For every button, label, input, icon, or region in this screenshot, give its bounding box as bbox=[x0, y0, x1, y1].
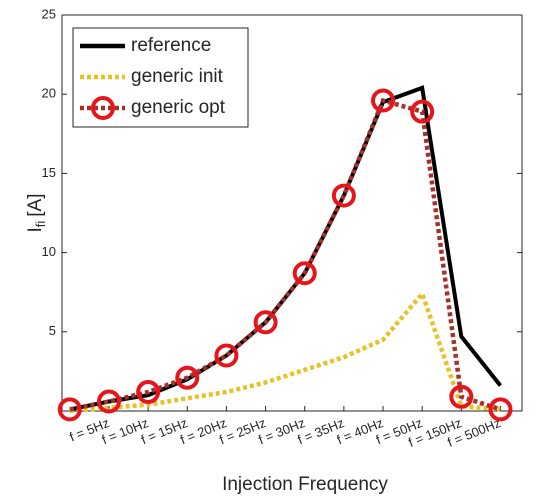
marker bbox=[371, 88, 396, 113]
marker bbox=[488, 397, 513, 422]
y-axis-label: Ifi [A] bbox=[25, 193, 48, 232]
marker bbox=[96, 389, 121, 414]
y-tick-label: 15 bbox=[42, 165, 56, 180]
marker bbox=[214, 343, 239, 368]
y-tick-label: 20 bbox=[42, 86, 56, 101]
legend-label: reference bbox=[131, 35, 211, 56]
marker bbox=[410, 99, 435, 124]
marker bbox=[331, 183, 356, 208]
marker bbox=[175, 365, 200, 390]
legend-label: generic opt bbox=[131, 97, 226, 118]
marker bbox=[292, 261, 317, 286]
y-label-main: I bbox=[25, 227, 46, 232]
y-tick-label: 25 bbox=[42, 6, 56, 21]
y-label-unit: [A] bbox=[25, 193, 46, 216]
series-line bbox=[69, 97, 502, 412]
legend-label: generic init bbox=[131, 66, 224, 87]
marker bbox=[449, 384, 474, 409]
series-line bbox=[69, 85, 503, 412]
y-label-sub: fi bbox=[33, 221, 48, 228]
marker bbox=[57, 397, 82, 422]
x-axis-label: Injection Frequency bbox=[222, 474, 388, 495]
legend-marker bbox=[91, 96, 115, 120]
marker bbox=[253, 310, 278, 335]
legend: reference generic init generic opt bbox=[72, 27, 249, 128]
series-line bbox=[69, 289, 501, 414]
marker bbox=[136, 379, 161, 404]
y-tick-label: 5 bbox=[49, 323, 56, 338]
y-tick-label: 10 bbox=[42, 244, 56, 259]
y-axis-label-text: Ifi [A] bbox=[25, 193, 48, 232]
